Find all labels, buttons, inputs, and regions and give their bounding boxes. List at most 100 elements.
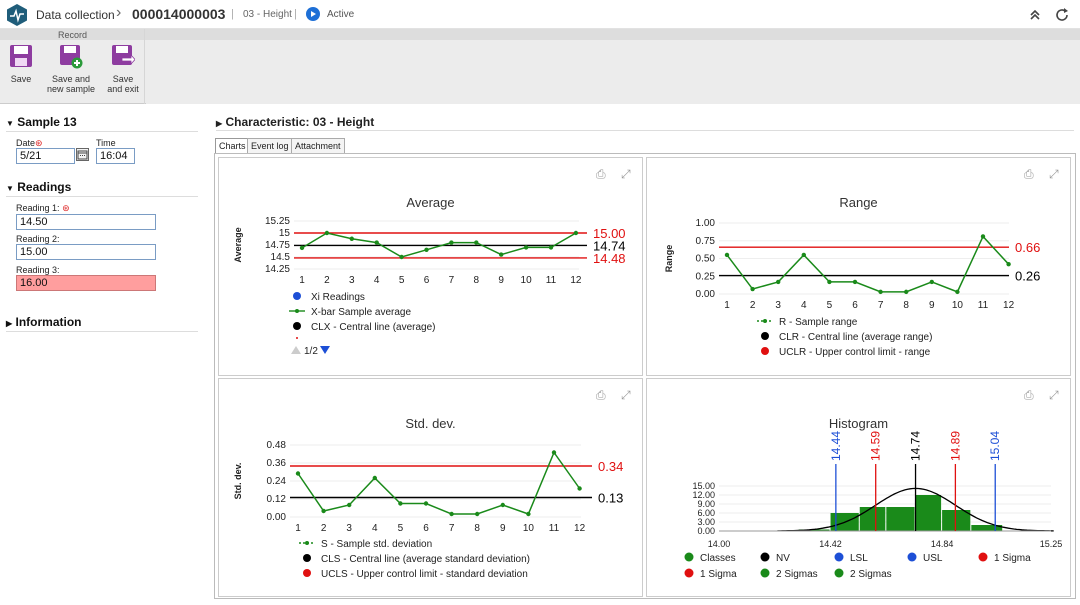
data-point bbox=[827, 279, 832, 285]
collapse-up-icon[interactable] bbox=[1027, 7, 1043, 23]
data-point bbox=[499, 252, 504, 257]
y-tick-label: 0.25 bbox=[696, 271, 716, 282]
export-icon[interactable]: ⎙ bbox=[1024, 167, 1034, 181]
x-tick-label: 7 bbox=[878, 300, 884, 311]
required-icon: ⊛ bbox=[62, 203, 70, 213]
app-title[interactable]: Data collection bbox=[36, 8, 115, 22]
required-icon: ⊛ bbox=[35, 138, 43, 148]
legend-dot-marker bbox=[303, 554, 311, 562]
reading-3-input[interactable] bbox=[16, 275, 156, 291]
expand-icon[interactable]: ⤢ bbox=[621, 167, 631, 181]
save-button[interactable]: Save bbox=[5, 43, 37, 84]
charts-area: ⎙ ⤢ Average 15.25 15 14.75 14.5 14.25 Average… bbox=[214, 153, 1076, 599]
time-input[interactable] bbox=[96, 148, 135, 164]
chart-title: Average bbox=[406, 195, 455, 210]
data-point bbox=[573, 230, 579, 236]
legend-dot-marker bbox=[684, 568, 694, 578]
section-header-information[interactable]: ▶ Information bbox=[6, 315, 82, 329]
save-and-exit-button[interactable]: Save and exit bbox=[104, 43, 142, 94]
export-icon[interactable]: ⎙ bbox=[596, 167, 606, 181]
data-point bbox=[347, 502, 352, 508]
legend-label: CLX - Central line (average) bbox=[311, 322, 436, 333]
expand-icon[interactable]: ⤢ bbox=[621, 388, 631, 402]
reading-1-label: Reading 1: ⊛ bbox=[16, 203, 70, 213]
data-point bbox=[523, 245, 529, 250]
legend-overflow-marker bbox=[296, 337, 298, 339]
legend-dot-marker bbox=[834, 552, 844, 562]
tab-charts[interactable]: Charts bbox=[215, 138, 250, 153]
data-point bbox=[449, 240, 454, 245]
data-point bbox=[904, 289, 909, 295]
chart-title: Std. dev. bbox=[405, 416, 456, 431]
data-point bbox=[475, 511, 480, 517]
characteristic-header[interactable]: ▶ Characteristic: 03 - Height bbox=[216, 115, 374, 129]
export-icon[interactable]: ⎙ bbox=[596, 388, 606, 402]
y-axis-label: Std. dev. bbox=[233, 463, 243, 500]
x-tick-label: 14.00 bbox=[708, 539, 731, 549]
characteristic-crumb: 03 - Height bbox=[243, 9, 292, 20]
legend-label: NV bbox=[776, 553, 790, 564]
legend-point-marker bbox=[305, 541, 309, 545]
x-tick-label: 9 bbox=[929, 300, 935, 311]
date-input[interactable] bbox=[16, 148, 75, 164]
section-divider bbox=[6, 331, 198, 332]
calendar-icon[interactable] bbox=[76, 148, 89, 161]
expand-icon[interactable]: ⤢ bbox=[1049, 388, 1059, 402]
series-line bbox=[726, 235, 1010, 293]
y-tick-label: 15.00 bbox=[692, 481, 715, 491]
control-limit-label: 14.74 bbox=[593, 238, 626, 253]
legend-label: CLS - Central line (average standard dev… bbox=[321, 554, 530, 565]
section-header-sample[interactable]: ▼ Sample 13 bbox=[6, 115, 77, 129]
tab-attachment[interactable]: Attachment bbox=[291, 138, 345, 153]
control-limit-label: 0.66 bbox=[1015, 240, 1040, 255]
marker-label: 15.04 bbox=[988, 431, 1002, 461]
refresh-icon[interactable] bbox=[1054, 7, 1070, 23]
legend-label: UCLR - Upper control limit - range bbox=[779, 347, 931, 358]
x-tick-label: 10 bbox=[952, 300, 964, 311]
legend-dot-marker bbox=[303, 569, 311, 577]
data-point bbox=[295, 471, 301, 476]
breadcrumb-chevron-icon: › bbox=[116, 4, 122, 21]
legend-label: USL bbox=[923, 553, 943, 564]
y-tick-label: 0.50 bbox=[696, 254, 716, 265]
data-point bbox=[776, 279, 781, 285]
x-tick-label: 3 bbox=[346, 523, 352, 534]
section-title-readings: Readings bbox=[17, 180, 72, 194]
marker-label: 14.89 bbox=[948, 431, 962, 461]
export-icon[interactable]: ⎙ bbox=[1024, 388, 1034, 402]
divider: | bbox=[294, 8, 297, 20]
legend-label: CLR - Central line (average range) bbox=[779, 332, 932, 343]
x-tick-label: 8 bbox=[474, 523, 480, 534]
y-tick-label: 3.00 bbox=[697, 517, 715, 527]
x-tick-label: 1 bbox=[724, 300, 730, 311]
reading-1-input[interactable] bbox=[16, 214, 156, 230]
series-line bbox=[301, 232, 577, 258]
marker-label: 14.74 bbox=[909, 431, 923, 461]
expand-icon[interactable]: ⤢ bbox=[1049, 167, 1059, 181]
histogram-chart-panel: ⎙ ⤢ Histogram 15.00 12.00 9.00 6.00 3.00 0.00… bbox=[646, 378, 1071, 597]
time-label: Time bbox=[96, 138, 116, 148]
save-and-new-sample-button[interactable]: Save and new sample bbox=[44, 43, 98, 94]
data-point bbox=[424, 247, 429, 252]
date-label: Date⊛ bbox=[16, 138, 43, 148]
data-point bbox=[878, 289, 883, 295]
legend-label: 2 Sigmas bbox=[850, 569, 892, 580]
reading-2-input[interactable] bbox=[16, 244, 156, 260]
histogram-bar bbox=[886, 507, 915, 531]
legend-label: LSL bbox=[850, 553, 868, 564]
save-exit-label-1: Save bbox=[112, 74, 134, 84]
header-divider bbox=[216, 130, 1074, 131]
x-tick-label: 6 bbox=[852, 300, 858, 311]
data-point bbox=[324, 230, 330, 236]
tab-event-log[interactable]: Event log bbox=[247, 138, 293, 153]
y-tick-label: 0.00 bbox=[697, 526, 715, 536]
x-tick-label: 12 bbox=[574, 523, 586, 534]
ribbon-titlebar bbox=[0, 29, 1080, 40]
collapse-triangle-icon: ▼ bbox=[6, 184, 14, 193]
ribbon-empty-area bbox=[146, 41, 1080, 104]
section-header-readings[interactable]: ▼ Readings bbox=[6, 180, 71, 194]
document-id: 000014000003 bbox=[132, 6, 226, 22]
x-tick-label: 12 bbox=[570, 275, 582, 286]
x-tick-label: 11 bbox=[546, 275, 557, 286]
